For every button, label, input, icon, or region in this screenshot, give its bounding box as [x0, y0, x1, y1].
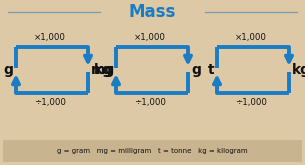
Text: ×1,000: ×1,000	[34, 33, 66, 42]
Text: ÷1,000: ÷1,000	[134, 98, 166, 107]
Text: kg: kg	[94, 63, 113, 77]
Text: ×1,000: ×1,000	[134, 33, 166, 42]
Text: kg: kg	[292, 63, 305, 77]
Text: g = gram   mg = milligram   t = tonne   kg = kilogram: g = gram mg = milligram t = tonne kg = k…	[57, 148, 248, 154]
Text: t: t	[207, 63, 214, 77]
Text: ×1,000: ×1,000	[235, 33, 267, 42]
Text: g: g	[3, 63, 13, 77]
Text: ÷1,000: ÷1,000	[34, 98, 66, 107]
FancyBboxPatch shape	[3, 140, 302, 162]
Text: ÷1,000: ÷1,000	[235, 98, 267, 107]
Text: Mass: Mass	[129, 3, 176, 21]
Text: g: g	[191, 63, 201, 77]
Text: mg: mg	[91, 63, 115, 77]
